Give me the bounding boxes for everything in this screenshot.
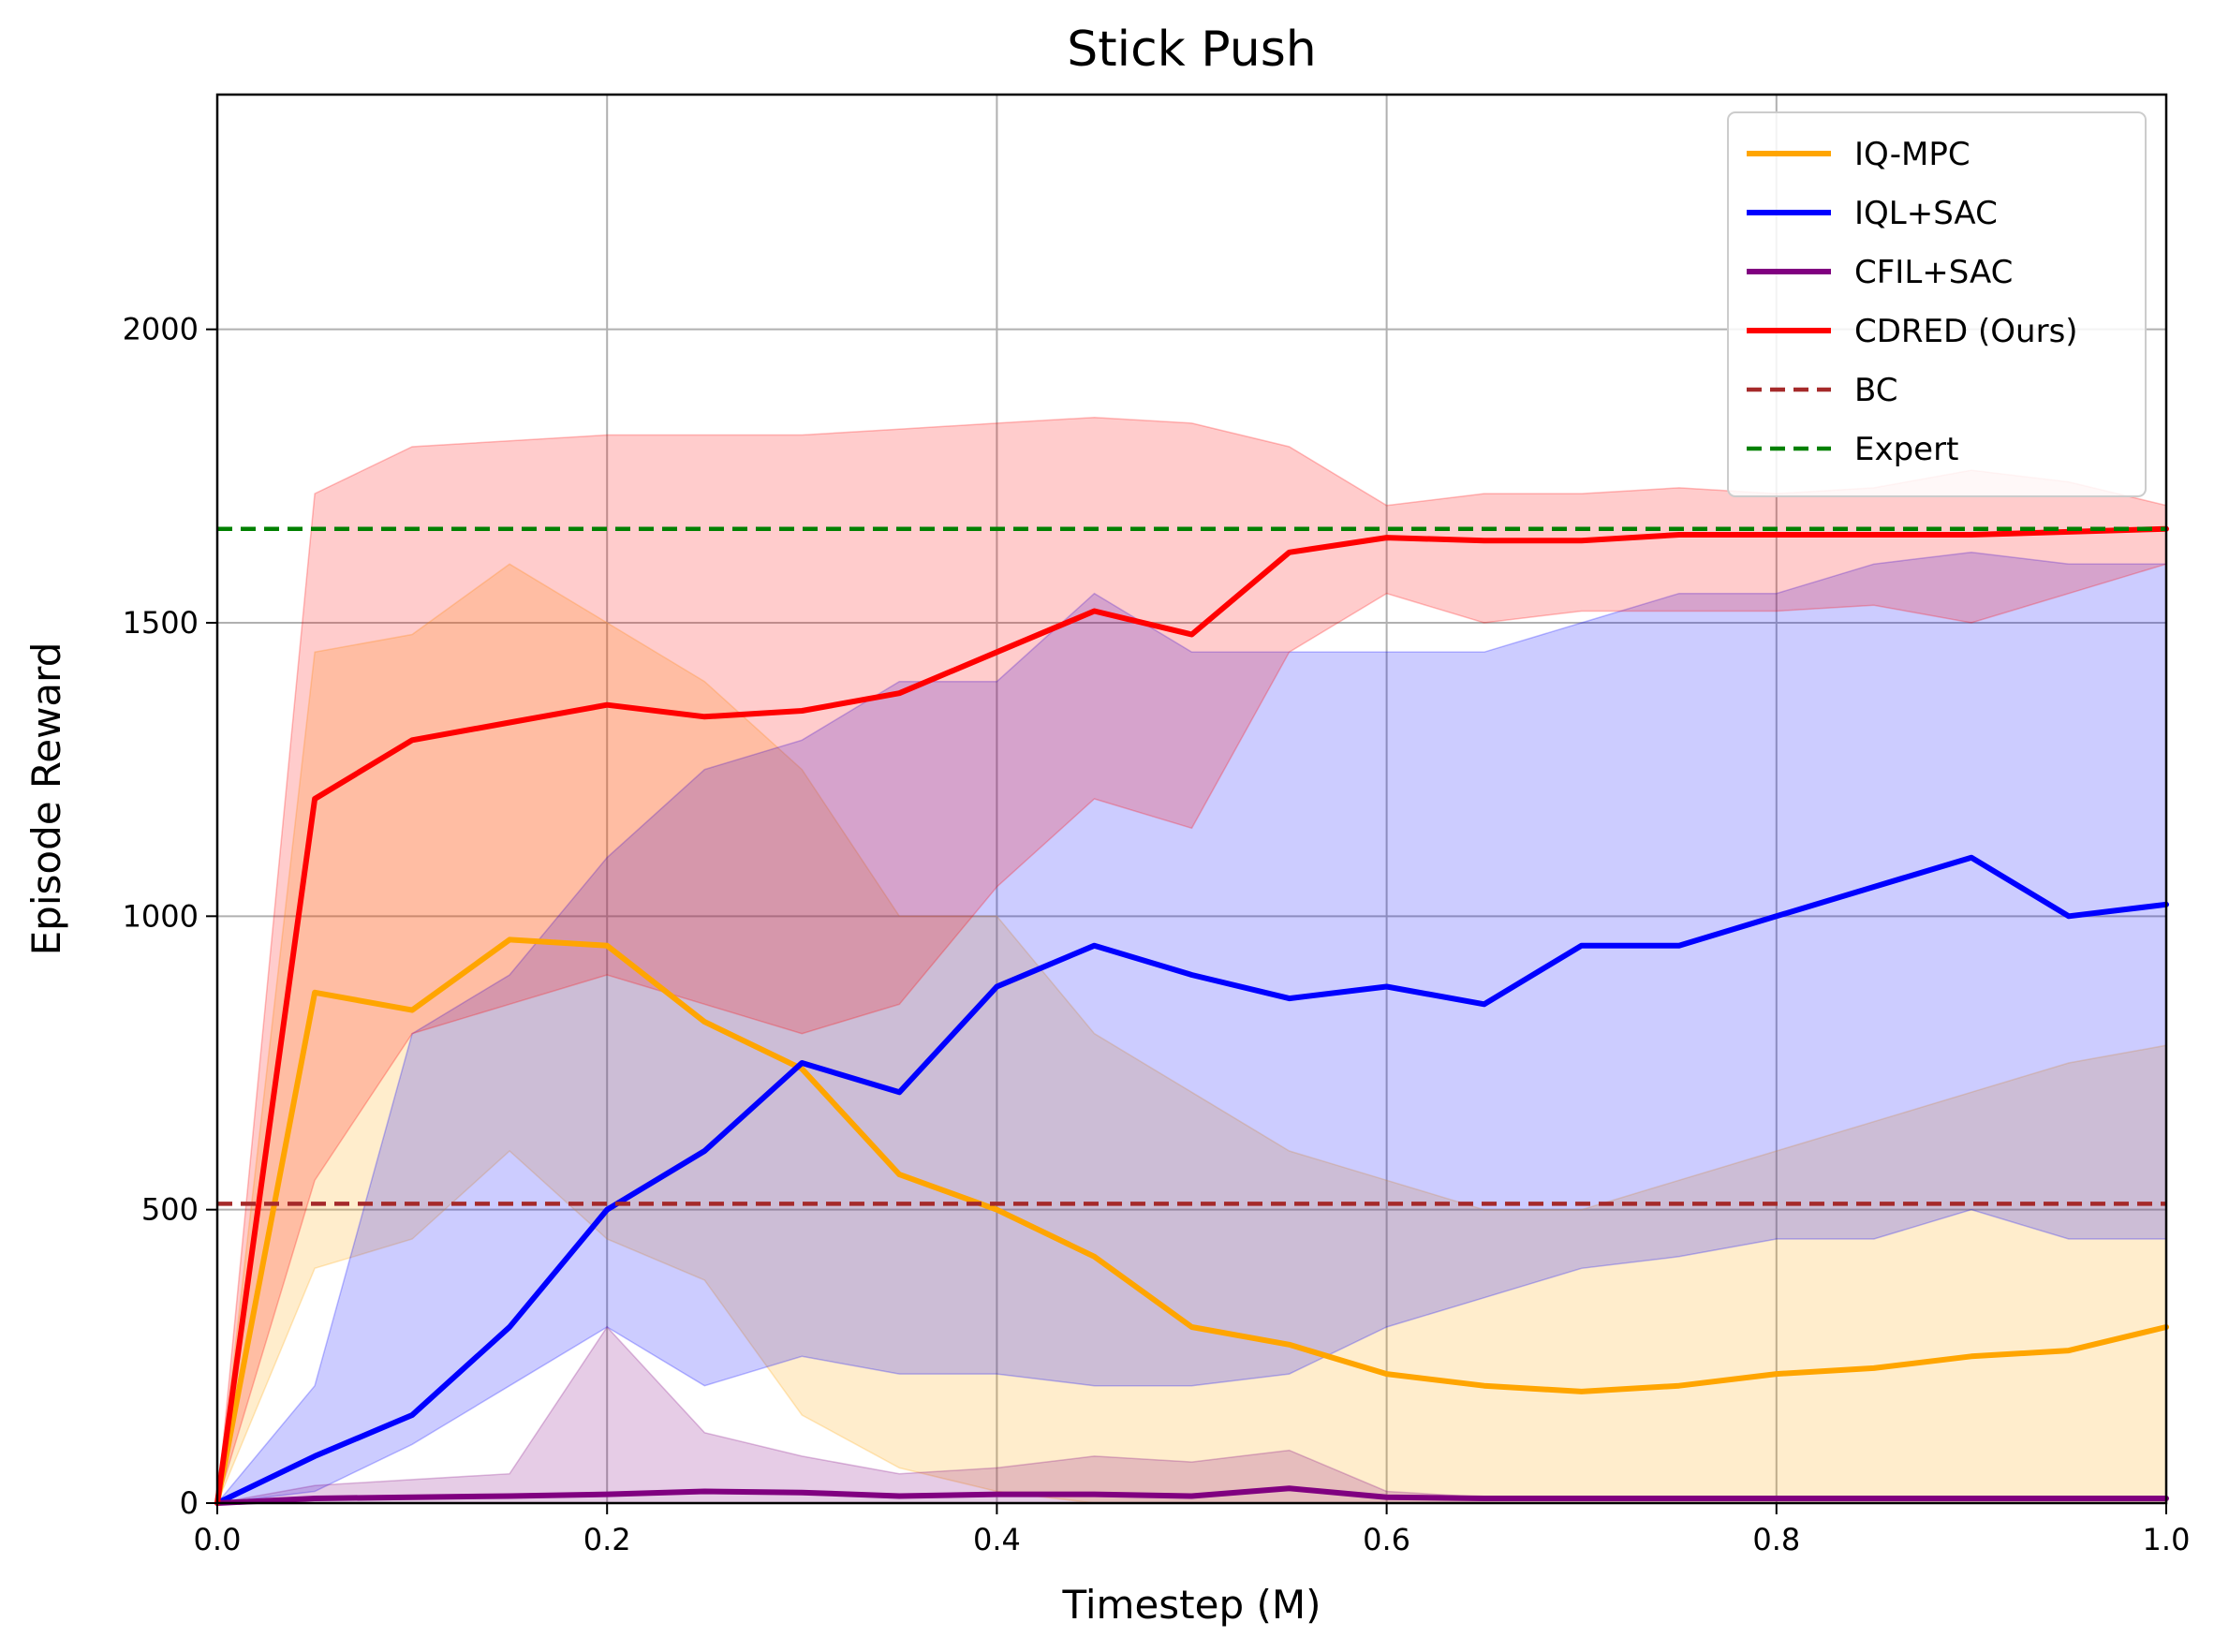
legend-label-expert: Expert <box>1854 431 1958 468</box>
legend-label-iq-mpc: IQ-MPC <box>1854 136 1970 173</box>
legend-label-iql-sac: IQL+SAC <box>1854 195 1998 232</box>
x-tick-label: 0.0 <box>194 1522 242 1557</box>
line-cdred-ours <box>214 525 2169 1506</box>
legend: IQ-MPC IQL+SAC CFIL+SAC CDRED (Ours) BC Exper… <box>1727 111 2147 497</box>
legend-label-cdred-ours: CDRED (Ours) <box>1854 313 2078 350</box>
y-axis-label: Episode Reward <box>23 642 69 956</box>
x-tick-label: 1.0 <box>2143 1522 2191 1557</box>
y-tick-label: 2000 <box>123 312 199 347</box>
legend-label-cfil-sac: CFIL+SAC <box>1854 254 2013 291</box>
y-tick-label: 500 <box>141 1192 199 1228</box>
y-tick-label: 1500 <box>123 605 199 641</box>
x-tick-label: 0.4 <box>973 1522 1021 1557</box>
series-lines <box>214 525 2169 1506</box>
y-tick-label: 1000 <box>123 898 199 934</box>
x-axis-label: Timestep (M) <box>1062 1582 1321 1628</box>
line-cfil-sac <box>214 1485 2169 1506</box>
plot-frame <box>215 93 2168 1505</box>
legend-label-bc: BC <box>1854 372 1897 409</box>
y-tick-label: 0 <box>180 1485 199 1521</box>
line-iq-mpc <box>214 937 2169 1506</box>
confidence-bands <box>215 416 2167 1504</box>
x-tick-label: 0.8 <box>1752 1522 1800 1557</box>
legend-box <box>1727 111 2147 497</box>
x-tick-label: 0.6 <box>1363 1522 1410 1557</box>
x-tick-label: 0.2 <box>583 1522 631 1557</box>
chart-title: Stick Push <box>1067 22 1317 78</box>
axis-ticks: 0.0 0.2 0.4 0.6 0.8 1.0 0 500 1000 1500 2000 <box>123 312 2191 1557</box>
line-iql-sac <box>214 854 2169 1506</box>
